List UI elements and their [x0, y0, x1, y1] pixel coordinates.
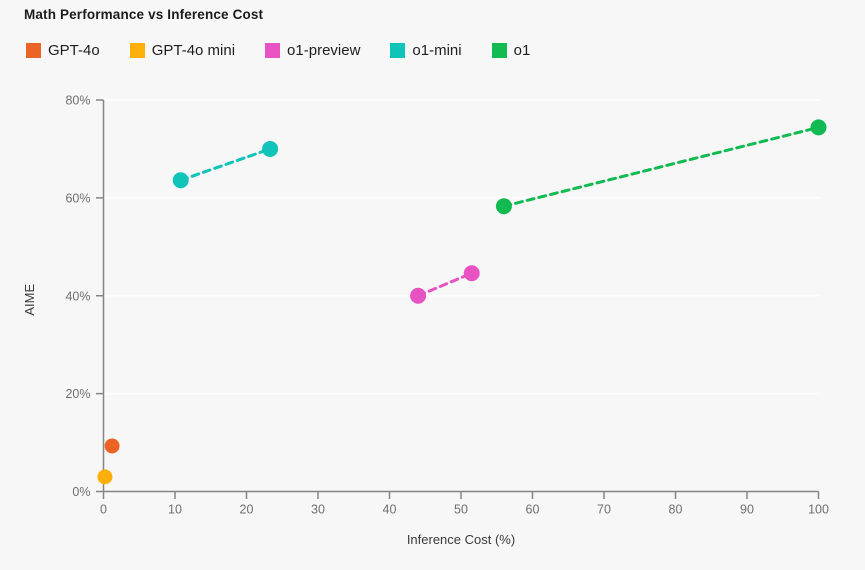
- x-tick-label: 50: [454, 503, 468, 517]
- legend-item-gpt-4o-mini[interactable]: GPT-4o mini: [129, 42, 236, 59]
- legend-swatch-o1-preview: [265, 43, 281, 58]
- data-point-o1-mini-0[interactable]: [172, 172, 189, 189]
- data-point-o1-preview-1[interactable]: [463, 265, 480, 282]
- legend-swatch-gpt-4o: [26, 43, 41, 58]
- data-point-o1-preview-0[interactable]: [410, 287, 427, 304]
- x-tick-label: 60: [526, 503, 540, 517]
- x-tick-label: 40: [383, 503, 397, 517]
- y-axis-title: AIME: [22, 284, 37, 316]
- data-point-o1-1[interactable]: [810, 119, 827, 136]
- chart-title: Math Performance vs Inference Cost: [24, 7, 264, 22]
- legend-swatch-o1-mini: [390, 43, 406, 58]
- legend-label: o1-mini: [412, 42, 462, 59]
- y-tick-label: 0%: [72, 485, 90, 499]
- x-tick-label: 0: [100, 503, 107, 517]
- y-tick-label: 80%: [65, 94, 90, 108]
- x-tick-label: 10: [168, 503, 182, 517]
- legend-label: o1: [513, 42, 531, 59]
- data-point-o1-mini-1[interactable]: [262, 140, 279, 157]
- legend-label: GPT-4o: [48, 42, 100, 59]
- legend-swatch-o1: [491, 43, 507, 58]
- legend-label: GPT-4o mini: [151, 42, 236, 59]
- legend-label: o1-preview: [287, 42, 361, 59]
- x-tick-label: 80: [669, 503, 683, 517]
- legend-item-gpt-4o[interactable]: GPT-4o: [26, 42, 100, 59]
- series-line-o1-preview: [416, 271, 474, 298]
- y-tick-label: 60%: [65, 191, 90, 205]
- legend-item-o1-preview[interactable]: o1-preview: [265, 42, 360, 59]
- x-tick-label: 90: [740, 503, 754, 517]
- data-point-o1-0[interactable]: [495, 198, 512, 215]
- x-tick-label: 100: [808, 503, 829, 517]
- legend-item-o1[interactable]: o1: [491, 42, 531, 59]
- x-tick-label: 20: [240, 503, 254, 517]
- data-point-gpt-4o-mini-0[interactable]: [97, 469, 113, 485]
- x-tick-label: 70: [597, 503, 611, 517]
- legend-item-o1-mini[interactable]: o1-mini: [390, 42, 462, 59]
- x-tick-label: 30: [311, 503, 325, 517]
- legend: GPT-4o GPT-4o mini o1-preview o1-mini o1: [26, 42, 530, 59]
- series-line-o1-mini: [179, 147, 272, 182]
- y-tick-label: 20%: [65, 387, 90, 401]
- series-line-o1: [502, 125, 820, 208]
- legend-swatch-gpt-4o-mini: [129, 43, 145, 58]
- y-tick-label: 40%: [65, 289, 90, 303]
- data-point-gpt-4o-0[interactable]: [104, 438, 120, 454]
- x-axis-title: Inference Cost (%): [407, 532, 515, 547]
